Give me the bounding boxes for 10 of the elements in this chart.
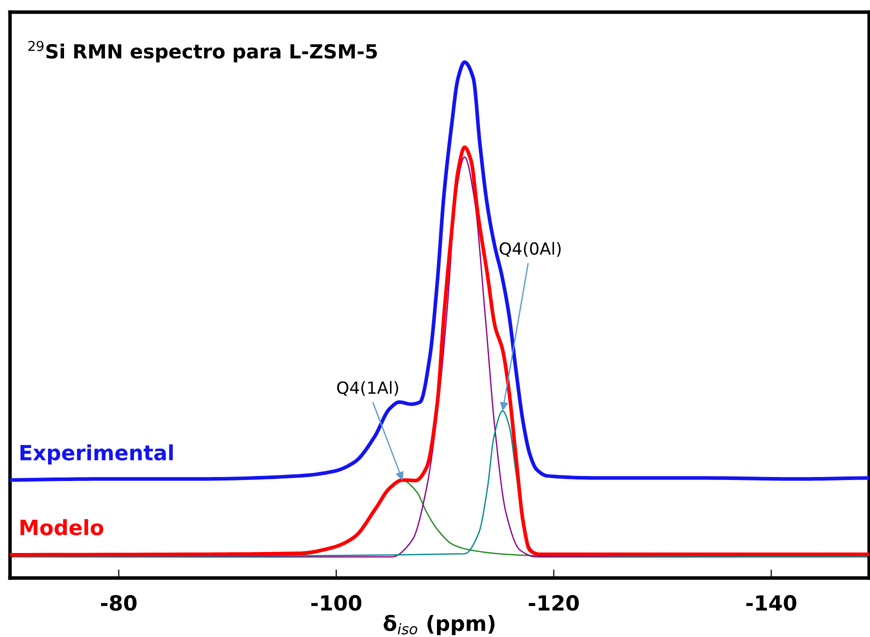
x-tick-label: -100 <box>311 595 362 611</box>
x-axis-title: δ$_{iso}$ (ppm) <box>384 614 494 636</box>
series-label: Modelo <box>20 519 104 536</box>
x-tick-label: -80 <box>101 595 137 611</box>
annotation: Q4(0Al) <box>500 242 561 257</box>
chart-title: $^{29}$Si RMN espectro para L-ZSM-5 <box>28 40 377 62</box>
series-label: Experimental <box>20 444 173 465</box>
annotation: Q4(1Al) <box>337 381 398 396</box>
x-tick-label: -140 <box>746 595 796 611</box>
x-tick-label: -120 <box>528 595 579 611</box>
